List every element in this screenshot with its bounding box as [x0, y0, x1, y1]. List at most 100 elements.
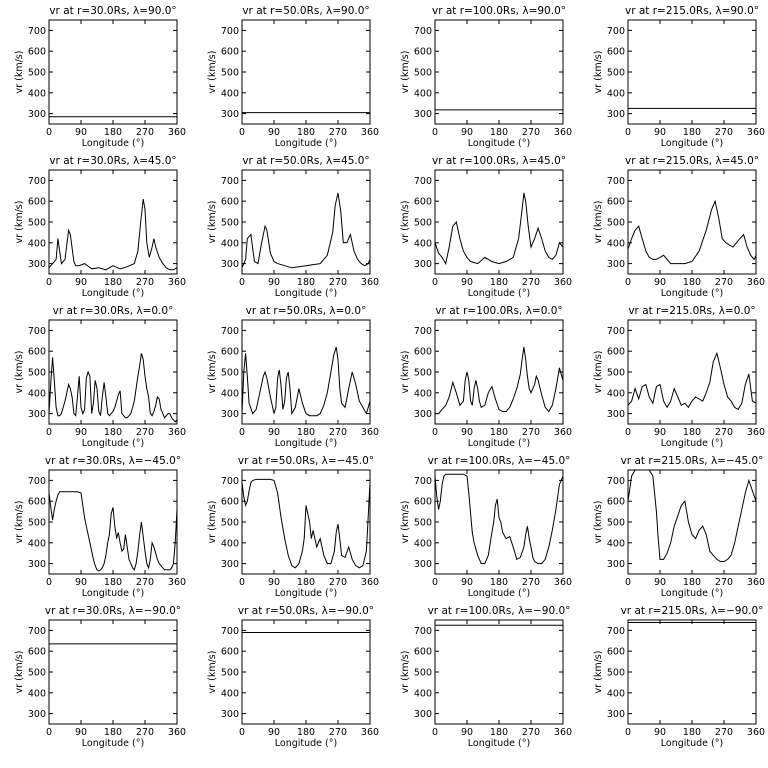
- y-tick-label: 400: [28, 88, 46, 99]
- y-tick-label: 300: [28, 409, 46, 420]
- x-axis-label: Longitude (°): [661, 588, 723, 599]
- y-tick-label: 400: [221, 388, 239, 399]
- x-tick-label: 180: [297, 577, 315, 588]
- y-tick-label: 700: [221, 626, 239, 637]
- y-tick-label: 400: [28, 238, 46, 249]
- x-tick-label: 90: [268, 727, 280, 738]
- y-tick-label: 300: [414, 409, 432, 420]
- chart-panel-7: vr at r=100.0Rs, λ=45.0° 0 90 180 270 360 300 4…: [400, 155, 572, 299]
- x-tick-label: 180: [104, 427, 122, 438]
- plot-frame: [434, 19, 564, 125]
- x-tick-label: 90: [75, 127, 87, 138]
- y-tick-label: 500: [221, 668, 239, 679]
- y-axis-label: vr (km/s): [207, 351, 218, 394]
- y-axis-label: vr (km/s): [14, 201, 25, 244]
- plot-frame: [48, 469, 178, 575]
- series-line: [628, 351, 756, 411]
- x-tick-label: 180: [104, 727, 122, 738]
- x-tick-label: 90: [461, 127, 473, 138]
- x-axis-label: Longitude (°): [82, 738, 144, 749]
- y-tick-label: 700: [607, 326, 625, 337]
- x-tick-label: 360: [554, 127, 572, 138]
- y-tick-label: 400: [221, 538, 239, 549]
- chart-title: vr at r=50.0Rs, λ=0.0°: [246, 305, 367, 317]
- series-line: [242, 346, 370, 417]
- x-axis-label: Longitude (°): [468, 138, 530, 149]
- y-tick-label: 700: [221, 326, 239, 337]
- y-axis-label: vr (km/s): [14, 51, 25, 94]
- chart-title: vr at r=30.0Rs, λ=90.0°: [49, 5, 176, 17]
- x-tick-label: 360: [168, 277, 186, 288]
- y-tick-label: 300: [28, 709, 46, 720]
- y-tick-label: 700: [414, 326, 432, 337]
- x-tick-label: 270: [715, 577, 733, 588]
- y-tick-label: 300: [607, 259, 625, 270]
- x-tick-label: 180: [490, 277, 508, 288]
- x-tick-label: 0: [432, 427, 438, 438]
- x-tick-label: 90: [654, 127, 666, 138]
- y-tick-label: 700: [607, 476, 625, 487]
- x-axis-label: Longitude (°): [275, 288, 337, 299]
- x-axis-label: Longitude (°): [82, 588, 144, 599]
- y-tick-label: 700: [607, 26, 625, 37]
- y-tick-label: 300: [28, 259, 46, 270]
- y-axis-label: vr (km/s): [14, 351, 25, 394]
- series-line: [49, 199, 177, 271]
- x-tick-label: 90: [75, 277, 87, 288]
- x-tick-label: 360: [361, 577, 379, 588]
- x-tick-label: 270: [715, 127, 733, 138]
- x-tick-label: 360: [168, 427, 186, 438]
- y-tick-label: 400: [607, 388, 625, 399]
- chart-panel-5: vr at r=30.0Rs, λ=45.0° 0 90 180 270 360 300 40…: [14, 155, 186, 299]
- x-tick-label: 90: [268, 577, 280, 588]
- x-tick-label: 360: [168, 577, 186, 588]
- y-tick-label: 700: [414, 626, 432, 637]
- chart-panel-1: vr at r=30.0Rs, λ=90.0° 0 90 180 270 360 300 40…: [14, 5, 186, 149]
- x-tick-label: 0: [239, 427, 245, 438]
- x-tick-label: 90: [268, 427, 280, 438]
- chart-panel-12: vr at r=215.0Rs, λ=0.0° 0 90 180 270 360 300 40…: [593, 305, 765, 449]
- y-tick-label: 500: [607, 218, 625, 229]
- plot-frame: [241, 169, 371, 275]
- x-tick-label: 180: [683, 127, 701, 138]
- y-tick-label: 500: [414, 518, 432, 529]
- chart-title: vr at r=30.0Rs, λ=0.0°: [53, 305, 174, 317]
- y-tick-label: 600: [221, 647, 239, 658]
- chart-panel-3: vr at r=100.0Rs, λ=90.0° 0 90 180 270 360 300 4…: [400, 5, 572, 149]
- y-tick-label: 600: [221, 347, 239, 358]
- y-tick-label: 400: [607, 688, 625, 699]
- y-tick-label: 400: [607, 238, 625, 249]
- x-tick-label: 90: [654, 727, 666, 738]
- y-tick-label: 400: [607, 88, 625, 99]
- series-line: [628, 199, 756, 265]
- x-tick-label: 270: [715, 277, 733, 288]
- plot-frame: [434, 169, 564, 275]
- y-axis-label: vr (km/s): [207, 51, 218, 94]
- x-tick-label: 0: [432, 727, 438, 738]
- x-tick-label: 270: [522, 727, 540, 738]
- x-tick-label: 180: [490, 427, 508, 438]
- y-tick-label: 600: [414, 347, 432, 358]
- y-tick-label: 600: [607, 347, 625, 358]
- y-axis-label: vr (km/s): [593, 651, 604, 694]
- plot-frame: [241, 619, 371, 725]
- x-tick-label: 270: [329, 727, 347, 738]
- x-tick-label: 360: [554, 577, 572, 588]
- chart-panel-4: vr at r=215.0Rs, λ=90.0° 0 90 180 270 360 300 4…: [593, 5, 765, 149]
- x-tick-label: 180: [490, 727, 508, 738]
- plot-frame: [48, 319, 178, 425]
- chart-panel-17: vr at r=30.0Rs, λ=−90.0° 0 90 180 270 360 300 4…: [14, 605, 186, 749]
- x-tick-label: 360: [168, 127, 186, 138]
- y-tick-label: 300: [607, 709, 625, 720]
- y-axis-label: vr (km/s): [400, 351, 411, 394]
- x-tick-label: 90: [461, 427, 473, 438]
- plot-frame: [434, 619, 564, 725]
- x-tick-label: 90: [461, 577, 473, 588]
- y-tick-label: 600: [414, 497, 432, 508]
- x-tick-label: 0: [239, 277, 245, 288]
- y-axis-label: vr (km/s): [207, 201, 218, 244]
- y-tick-label: 300: [221, 409, 239, 420]
- x-axis-label: Longitude (°): [468, 738, 530, 749]
- y-tick-label: 500: [607, 68, 625, 79]
- y-tick-label: 600: [607, 647, 625, 658]
